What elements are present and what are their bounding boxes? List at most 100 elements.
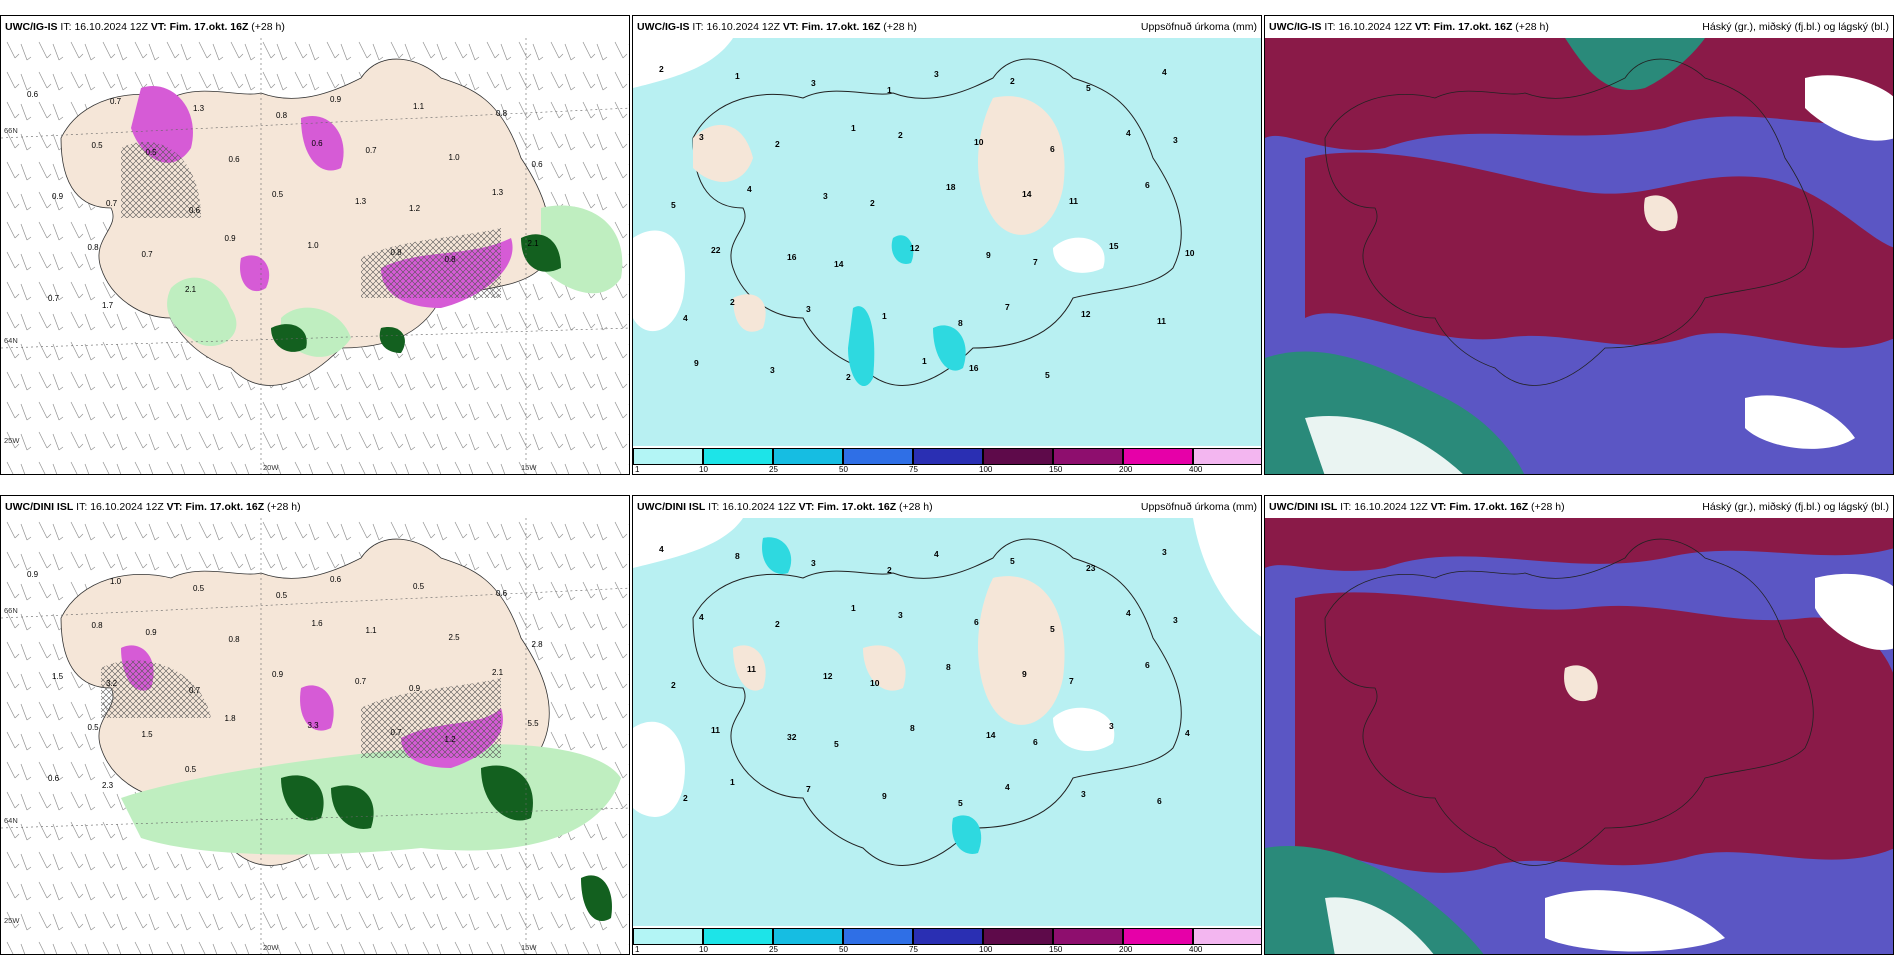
precip-value-label: 1.1 xyxy=(413,102,425,111)
precip-value-label: 2.8 xyxy=(532,640,544,649)
precip-value-label: 4 xyxy=(683,313,688,323)
colorbar-tick-label: 150 xyxy=(1049,465,1063,474)
precip-value-label: 4 xyxy=(1185,728,1190,738)
precip-value-label: 3 xyxy=(1109,721,1114,731)
colorbar-segment xyxy=(633,928,703,945)
init-time: 16.10.2024 12Z xyxy=(1354,501,1428,513)
colorbar-segment xyxy=(1053,448,1123,465)
panel-title: Háský (gr.), miðský (fj.bl.) og lágský (… xyxy=(1702,501,1889,513)
precip-value-labels: 0.6 0.7 1.3 0.8 0.9 1.1 0.8 0.5 0.5 0.6 0.6 0.7 1.0 0… xyxy=(27,90,543,310)
precip-value-label: 16 xyxy=(787,252,797,262)
precip-value-label: 6 xyxy=(974,617,979,627)
valid-time: Fim. 17.okt. 16Z xyxy=(801,21,881,33)
precip-value-label: 6 xyxy=(1157,796,1162,806)
lead-time: (+28 h) xyxy=(267,501,301,513)
precip-value-label: 1 xyxy=(851,123,856,133)
precip-value-label: 5 xyxy=(1050,624,1055,634)
precip-value-label: 2 xyxy=(671,680,676,690)
precip-value-label: 1.2 xyxy=(445,735,457,744)
precip-value-label: 1.6 xyxy=(312,619,324,628)
precip-value-label: 4 xyxy=(1005,782,1010,792)
precip-value-label: 1.5 xyxy=(52,672,64,681)
precip-value-label: 0.5 xyxy=(276,591,288,600)
precip-value-label: 2.3 xyxy=(102,781,114,790)
precip-value-label: 1 xyxy=(887,85,892,95)
precip-value-label: 0.5 xyxy=(272,190,284,199)
panel-header: UWC/DINI ISL IT: 16.10.2024 12Z VT: Fim.… xyxy=(633,496,1261,518)
colorbar-segment xyxy=(1123,928,1193,945)
panel-header: UWC/DINI ISL IT: 16.10.2024 12Z VT: Fim.… xyxy=(1,496,629,518)
colorbar-tick-label: 400 xyxy=(1189,465,1203,474)
precip-value-label: 2 xyxy=(659,64,664,74)
precip-value-label: 0.6 xyxy=(330,575,342,584)
precip-value-label: 1.8 xyxy=(225,714,237,723)
magenta-precip-areas xyxy=(121,86,513,308)
lead-time: (+28 h) xyxy=(1531,501,1565,513)
panel-header: UWC/IG-IS IT: 16.10.2024 12Z VT: Fim. 17… xyxy=(633,16,1261,38)
precip-value-label: 0.9 xyxy=(225,234,237,243)
colorbar-tick-label: 100 xyxy=(979,465,993,474)
panel-title: Háský (gr.), miðský (fj.bl.) og lágský (… xyxy=(1702,21,1889,33)
precip-value-label: 0.6 xyxy=(27,90,39,99)
cloud-map xyxy=(1265,518,1893,954)
precip-value-label: 9 xyxy=(1022,669,1027,679)
precip-value-label: 3.3 xyxy=(308,721,320,730)
colorbar-segment xyxy=(1123,448,1193,465)
precip-value-label: 3 xyxy=(823,191,828,201)
precip-value-label: 15 xyxy=(1109,241,1119,251)
init-time: 16.10.2024 12Z xyxy=(722,501,796,513)
precip-value-label: 1.5 xyxy=(142,730,154,739)
precip-value-label: 1.2 xyxy=(409,204,421,213)
precip-value-label: 12 xyxy=(910,243,920,253)
colorbar-segment xyxy=(773,448,843,465)
iceland-land xyxy=(692,58,1182,386)
precip-value-label: 18 xyxy=(946,182,956,192)
lat-label-66n: 66N xyxy=(4,126,18,135)
lon-label-25w: 25W xyxy=(4,916,20,925)
colorbar-segment xyxy=(983,928,1053,945)
precip-value-label: 5 xyxy=(958,798,963,808)
precip-value-label: 5.5 xyxy=(528,719,540,728)
precip-value-label: 3 xyxy=(811,558,816,568)
precip-value-label: 8 xyxy=(958,318,963,328)
colorbar-tick-label: 10 xyxy=(699,465,708,474)
panel-accum-precip-dini: UWC/DINI ISL IT: 16.10.2024 12Z VT: Fim.… xyxy=(632,495,1262,955)
precip-value-label: 11 xyxy=(1069,196,1078,206)
precip-value-labels: 0.9 1.0 0.5 0.5 0.6 0.5 0.6 0.8 0.9 0.8 1.6 1.1 2.5 2… xyxy=(27,570,543,790)
precip-value-label: 4 xyxy=(1162,67,1167,77)
lon-label-20w: 20W xyxy=(263,943,279,952)
precip-value-label: 0.9 xyxy=(146,628,158,637)
magenta-precip-areas xyxy=(101,645,503,768)
precip-value-label: 5 xyxy=(834,739,839,749)
precip-value-label: 3 xyxy=(898,610,903,620)
precip-value-label: 0.8 xyxy=(496,109,508,118)
model-name: UWC/IG-IS xyxy=(5,21,58,33)
precip-value-label: 1.3 xyxy=(193,104,205,113)
precip-value-label: 14 xyxy=(986,730,996,740)
colorbar-tick-label: 50 xyxy=(839,465,848,474)
panel-cloud-dini: UWC/DINI ISL IT: 16.10.2024 12Z VT: Fim.… xyxy=(1264,495,1894,955)
model-name: UWC/IG-IS xyxy=(1269,21,1322,33)
precip-value-label: 0.9 xyxy=(272,670,284,679)
lead-time: (+28 h) xyxy=(899,501,933,513)
precip-value-label: 4 xyxy=(747,184,752,194)
precip-value-label: 2.5 xyxy=(449,633,461,642)
precip-value-label: 12 xyxy=(823,671,833,681)
colorbar-tick-label: 1 xyxy=(635,465,640,474)
precip-value-label: 5 xyxy=(1010,556,1015,566)
precip-value-label: 1.0 xyxy=(449,153,461,162)
precip-value-label: 3 xyxy=(1173,615,1178,625)
green-precip-areas xyxy=(121,744,621,922)
precip-value-label: 11 xyxy=(711,725,720,735)
panel-header: UWC/IG-IS IT: 16.10.2024 12Z VT: Fim. 17… xyxy=(1265,16,1893,38)
precip-value-label: 0.7 xyxy=(110,97,122,106)
precip-value-label: 0.5 xyxy=(92,141,104,150)
precip-value-label: 0.6 xyxy=(189,206,201,215)
precip-value-label: 4 xyxy=(699,612,704,622)
precip-value-label: 5 xyxy=(1086,83,1091,93)
colorbar-segment xyxy=(633,448,703,465)
colorbar-segment xyxy=(703,448,773,465)
colorbar-segment xyxy=(913,448,983,465)
precip-value-label: 4 xyxy=(659,544,664,554)
precip-value-label: 3 xyxy=(806,304,811,314)
